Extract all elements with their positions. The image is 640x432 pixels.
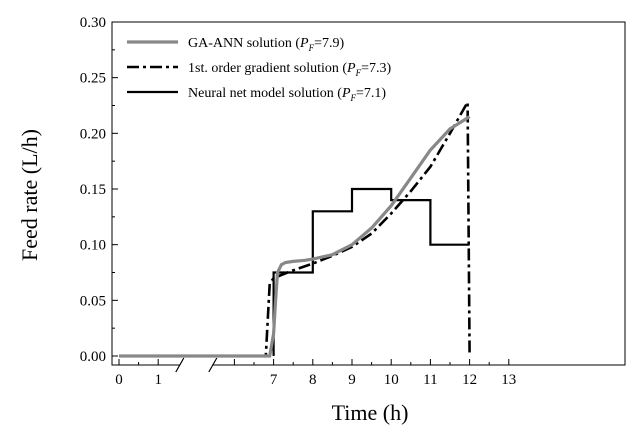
- y-tick-label: 0.15: [80, 182, 106, 198]
- y-tick-label: 0.05: [80, 293, 106, 309]
- y-tick-label: 0.00: [80, 349, 106, 365]
- axis-break: [175, 357, 218, 373]
- axis-break-slash: [208, 357, 218, 373]
- x-tick-label: 9: [348, 372, 356, 388]
- series-line-1: [119, 97, 471, 358]
- legend-label: GA-ANN solution (PF=7.9): [188, 36, 344, 53]
- legend-label: 1st. order gradient solution (PF=7.3): [188, 61, 391, 78]
- series-line-0: [119, 115, 471, 358]
- axis-break-slash: [175, 357, 185, 373]
- axis-break-gap: [179, 361, 213, 369]
- x-tick-label: 11: [423, 372, 437, 388]
- plot-area: 0 1 7 8 9 10 11 12 13 0.00 0.05 0.10 0.15 0.20 0.25 0.3…: [80, 15, 626, 388]
- plot-frame: [111, 21, 626, 366]
- x-tick-label: 12: [462, 372, 477, 388]
- x-tick-label: 13: [501, 372, 516, 388]
- y-tick-label: 0.10: [80, 238, 106, 254]
- x-tick-label: 10: [384, 372, 399, 388]
- x-tick-label: 7: [270, 372, 278, 388]
- legend-label: Neural net model solution (PF=7.1): [188, 86, 386, 103]
- y-tick-label: 0.20: [80, 126, 106, 142]
- y-tick-label: 0.25: [80, 71, 106, 87]
- y-axis-title: Feed rate (L/h): [17, 129, 42, 261]
- series-line-2: [272, 187, 470, 356]
- series-layer: [119, 97, 471, 358]
- legend: GA-ANN solution (PF=7.9) 1st. order gradi…: [127, 36, 391, 103]
- y-tick-label: 0.30: [80, 15, 106, 31]
- x-tick-label: 1: [154, 372, 162, 388]
- x-axis-title: Time (h): [332, 400, 409, 425]
- x-tick-label: 8: [309, 372, 317, 388]
- x-tick-label: 0: [115, 372, 123, 388]
- axis-ticks: 0 1 7 8 9 10 11 12 13 0.00 0.05 0.10 0.15 0.20 0.25 0.3…: [80, 15, 517, 388]
